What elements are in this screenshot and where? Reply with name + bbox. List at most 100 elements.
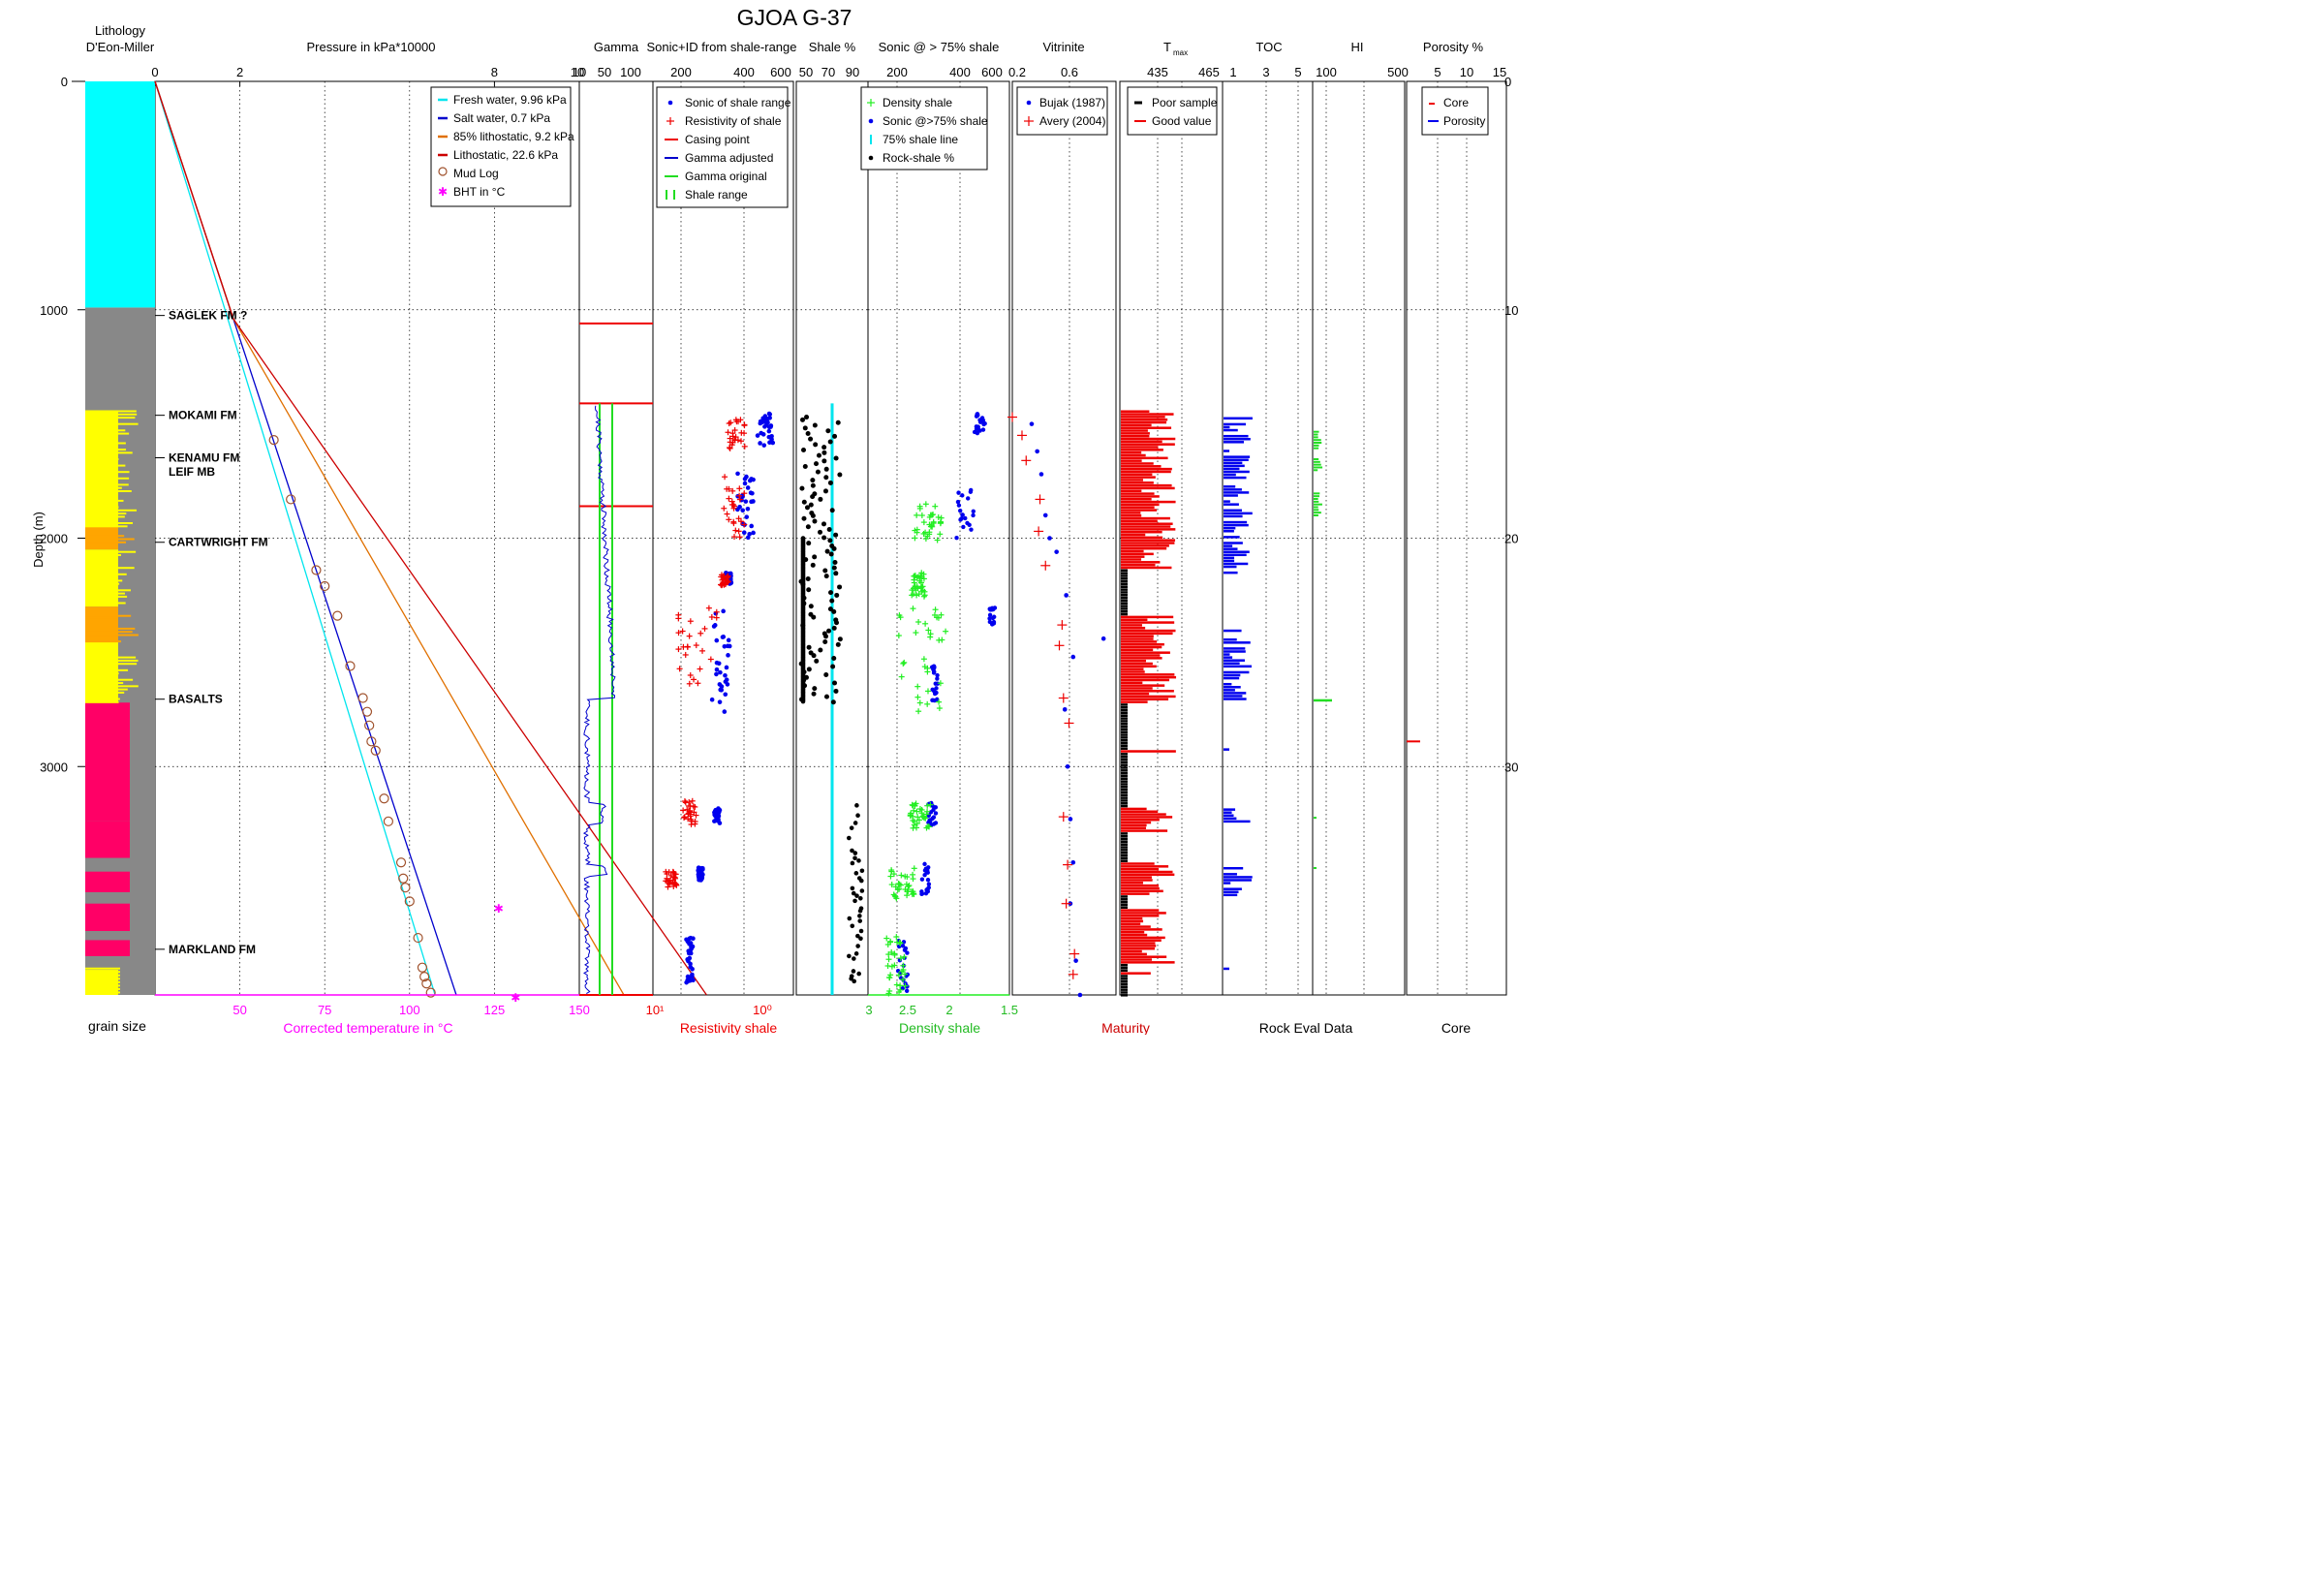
resistivity-point (720, 573, 727, 579)
sonic75-point (897, 958, 903, 963)
tmax-poor-bar (1121, 717, 1128, 720)
sonic-point (742, 477, 748, 481)
toc-bar (1224, 873, 1237, 876)
sonic-point (690, 944, 696, 949)
sonic-point (714, 660, 720, 666)
density-point (922, 620, 929, 627)
toc-bar (1224, 814, 1234, 818)
toc-bar (1224, 695, 1243, 698)
sonic75-point (922, 861, 927, 867)
tmax-good-bar (1121, 546, 1167, 550)
vitrinite-legend-box (1016, 86, 1108, 136)
bujak-point (1064, 593, 1069, 598)
vitrinite-tick-label: 0.6 (1061, 65, 1078, 79)
tmax-good-bar (1121, 426, 1172, 429)
tmax-poor-bar (1121, 963, 1128, 967)
density-point (916, 805, 923, 812)
density-point (909, 587, 915, 594)
tmax-good-bar (1121, 542, 1175, 544)
hi-bar (1314, 442, 1322, 445)
rock-shale-point (822, 639, 828, 645)
sonic75-point (965, 520, 970, 526)
rock-shale-point (800, 417, 806, 422)
temperature-tick-label: 125 (484, 1003, 506, 1017)
tmax-poor-bar (1121, 832, 1128, 835)
mud-log-point (404, 896, 415, 907)
sonic75-point (980, 418, 986, 423)
rock-shale-point (850, 923, 855, 929)
sonic75-point (926, 882, 932, 886)
lithology-stringer (85, 563, 116, 566)
pressure-axis-label: Pressure in kPa*10000 (307, 40, 436, 54)
sonic75-point (900, 944, 906, 948)
sonic75-point (922, 872, 927, 878)
rock-shale-point (833, 532, 839, 538)
sonic75-point (932, 689, 937, 694)
lithology-stringer (85, 980, 120, 983)
tmax-title: T (1163, 40, 1171, 54)
tmax-good-bar (1121, 700, 1148, 703)
tmax-good-bar (1121, 563, 1156, 567)
resistivity-point (725, 429, 731, 436)
sonic-point (763, 417, 769, 421)
resistivity-point (689, 797, 696, 804)
toc-bar (1224, 530, 1234, 533)
tmax-poor-bar (1121, 780, 1128, 783)
resistivity-point (686, 680, 693, 687)
density-point (885, 951, 892, 958)
tmax-poor-bar (1121, 834, 1128, 838)
toc-bar (1224, 820, 1251, 823)
lithology-stringer (85, 974, 120, 977)
resistivity-point (687, 618, 694, 625)
sonic-point (688, 961, 693, 967)
mud-log-point (379, 793, 389, 804)
lithology-stringer (85, 675, 115, 678)
porosity-tick-label: 5 (1434, 65, 1441, 79)
mud-log-point (417, 962, 428, 973)
tmax-poor-bar (1121, 804, 1128, 808)
y-tick-label: 1000 (40, 303, 68, 318)
toc-bar (1224, 441, 1244, 444)
tmax-good-bar (1121, 816, 1173, 819)
mud-log-point (400, 883, 411, 893)
density-point (917, 584, 924, 591)
rock-shale-point (822, 488, 828, 494)
resistivity-point (732, 434, 739, 441)
hi-bar (1314, 457, 1319, 460)
toc-bar (1224, 866, 1244, 870)
toc-bar (1224, 503, 1239, 506)
resistivity-point (701, 625, 708, 632)
rock-shale-point (829, 508, 835, 513)
tmax-good-bar (1121, 928, 1162, 931)
rock-shale-point (827, 439, 833, 445)
tmax-good-bar (1121, 657, 1162, 660)
density-point (921, 664, 928, 670)
tmax-good-bar (1121, 930, 1145, 934)
tmax-poor-bar (1121, 577, 1128, 580)
density-point (895, 972, 902, 978)
toc-bar (1224, 637, 1237, 641)
density-point (929, 523, 936, 530)
lithology-stringer (85, 449, 127, 451)
resistivity-point (688, 821, 695, 827)
pressure-legend-label: Salt water, 0.7 kPa (453, 111, 550, 125)
bujak-point (1070, 859, 1076, 865)
sonic75-point (919, 889, 924, 894)
density-point (918, 512, 925, 518)
rock-shale-point (830, 664, 836, 669)
resistivity-point (722, 474, 728, 481)
tmax-poor-bar (1121, 741, 1128, 745)
density-point (914, 592, 920, 599)
resistivity-point (741, 443, 748, 450)
sonic-point (686, 950, 692, 956)
tmax-poor-bar (1121, 609, 1128, 613)
sonic-point (722, 644, 728, 649)
lithology-interval (85, 549, 118, 607)
rock-shale-point (835, 641, 841, 647)
formation-label: MOKAMI FM (169, 409, 237, 422)
rock-shale-point (852, 978, 857, 984)
tmax-good-bar (1121, 939, 1162, 942)
porosity-legend-box (1421, 86, 1489, 136)
bujak-point (1073, 958, 1078, 963)
